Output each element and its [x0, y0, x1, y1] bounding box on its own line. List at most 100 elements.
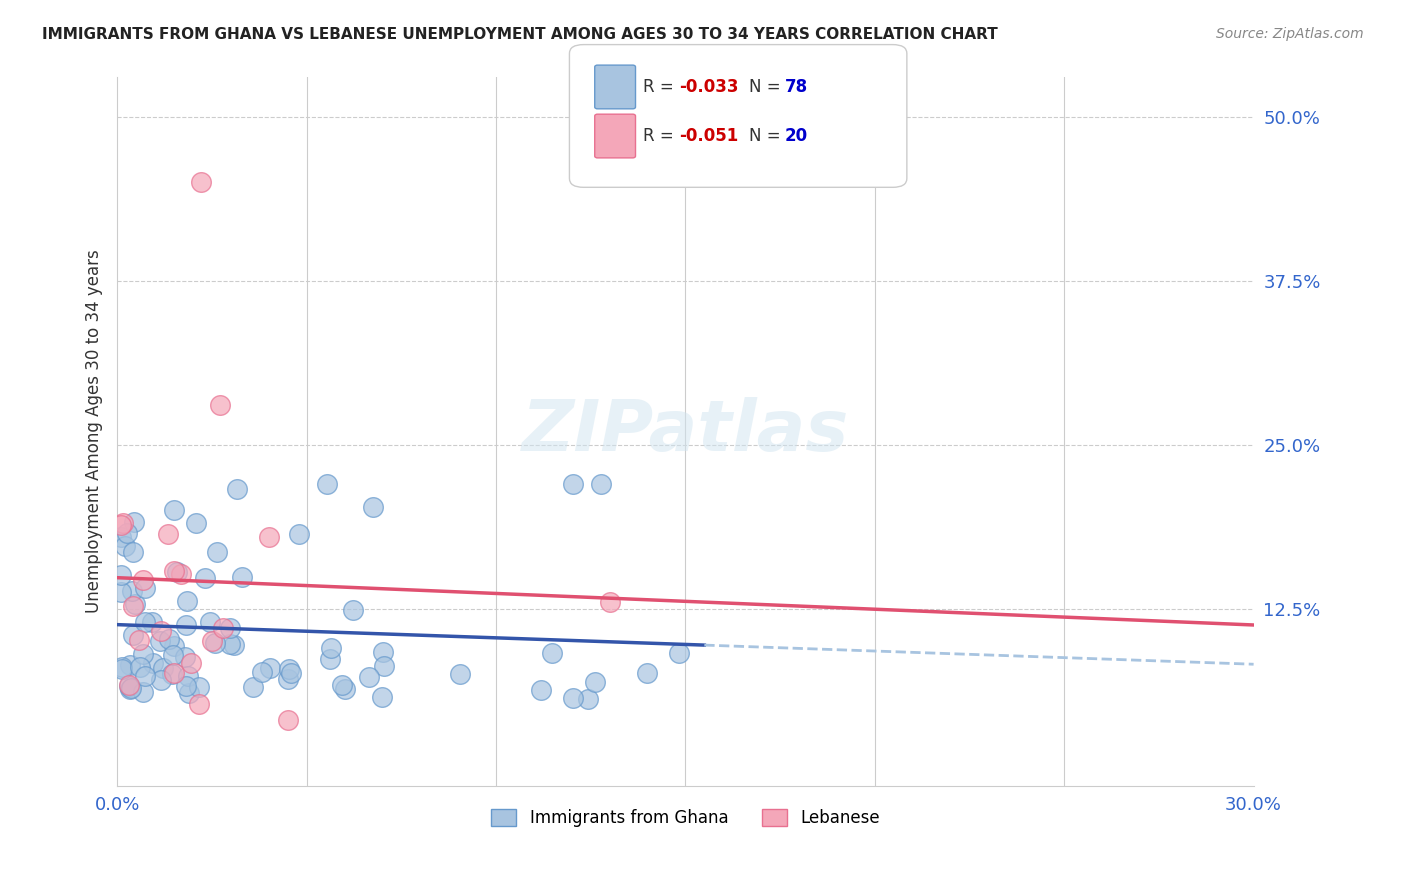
Text: N =: N =: [749, 78, 786, 95]
Point: [222, 638, 245, 652]
Point: [335, 681, 357, 696]
Point: [599, 595, 621, 609]
Point: [163, 503, 186, 517]
Text: R =: R =: [643, 127, 679, 145]
Point: [583, 675, 606, 690]
Point: [110, 585, 132, 599]
Point: [252, 665, 274, 680]
Point: [205, 545, 228, 559]
Point: [184, 516, 207, 530]
Point: [162, 639, 184, 653]
Point: [371, 645, 394, 659]
Point: [342, 603, 364, 617]
Point: [361, 500, 384, 514]
Point: [110, 530, 132, 544]
Point: [118, 682, 141, 697]
Point: [156, 527, 179, 541]
Point: [280, 666, 302, 681]
Point: [190, 175, 212, 189]
Point: [124, 597, 146, 611]
Point: [321, 641, 343, 656]
Point: [177, 686, 200, 700]
Point: [134, 669, 156, 683]
Point: [132, 685, 155, 699]
Point: [120, 681, 142, 696]
Point: [152, 660, 174, 674]
Point: [114, 539, 136, 553]
Point: [111, 660, 134, 674]
Point: [576, 692, 599, 706]
Point: [212, 621, 235, 635]
Point: [277, 672, 299, 686]
Point: [111, 516, 134, 530]
Y-axis label: Unemployment Among Ages 30 to 34 years: Unemployment Among Ages 30 to 34 years: [86, 250, 103, 614]
Point: [225, 483, 247, 497]
Point: [318, 651, 340, 665]
Point: [128, 632, 150, 647]
Point: [115, 526, 138, 541]
Point: [200, 615, 222, 630]
Point: [169, 566, 191, 581]
Point: [219, 637, 242, 651]
Point: [201, 634, 224, 648]
Point: [187, 697, 209, 711]
Point: [208, 398, 231, 412]
Point: [449, 667, 471, 681]
Point: [231, 570, 253, 584]
Point: [188, 680, 211, 694]
Point: [162, 648, 184, 662]
Point: [541, 646, 564, 660]
Text: IMMIGRANTS FROM GHANA VS LEBANESE UNEMPLOYMENT AMONG AGES 30 TO 34 YEARS CORRELA: IMMIGRANTS FROM GHANA VS LEBANESE UNEMPL…: [42, 27, 998, 42]
Point: [132, 573, 155, 587]
Point: [176, 617, 198, 632]
Point: [118, 678, 141, 692]
Point: [160, 667, 183, 681]
Point: [110, 568, 132, 582]
Point: [562, 691, 585, 706]
Point: [668, 646, 690, 660]
Point: [142, 656, 165, 670]
Text: 78: 78: [785, 78, 807, 95]
Point: [111, 662, 134, 676]
Text: -0.051: -0.051: [679, 127, 738, 145]
Point: [332, 678, 354, 692]
Point: [277, 713, 299, 727]
Point: [373, 659, 395, 673]
Point: [128, 659, 150, 673]
Point: [174, 650, 197, 665]
Point: [561, 477, 583, 491]
Point: [177, 669, 200, 683]
Point: [149, 634, 172, 648]
Point: [278, 662, 301, 676]
Point: [149, 624, 172, 638]
Legend: Immigrants from Ghana, Lebanese: Immigrants from Ghana, Lebanese: [485, 803, 886, 834]
Point: [134, 581, 156, 595]
Point: [176, 594, 198, 608]
Point: [371, 690, 394, 705]
Point: [121, 628, 143, 642]
Point: [636, 666, 658, 681]
Point: [204, 636, 226, 650]
Text: R =: R =: [643, 78, 679, 95]
Point: [174, 679, 197, 693]
Point: [163, 564, 186, 578]
Point: [257, 530, 280, 544]
Point: [134, 615, 156, 629]
Point: [122, 516, 145, 530]
Point: [141, 615, 163, 629]
Point: [121, 599, 143, 614]
Point: [163, 665, 186, 680]
Point: [121, 584, 143, 599]
Point: [117, 679, 139, 693]
Point: [157, 632, 180, 646]
Text: Source: ZipAtlas.com: Source: ZipAtlas.com: [1216, 27, 1364, 41]
Point: [118, 658, 141, 673]
Text: N =: N =: [749, 127, 786, 145]
Point: [110, 518, 132, 533]
Point: [218, 621, 240, 635]
Point: [121, 545, 143, 559]
Point: [288, 526, 311, 541]
Point: [180, 656, 202, 670]
Point: [150, 673, 173, 687]
Point: [530, 683, 553, 698]
